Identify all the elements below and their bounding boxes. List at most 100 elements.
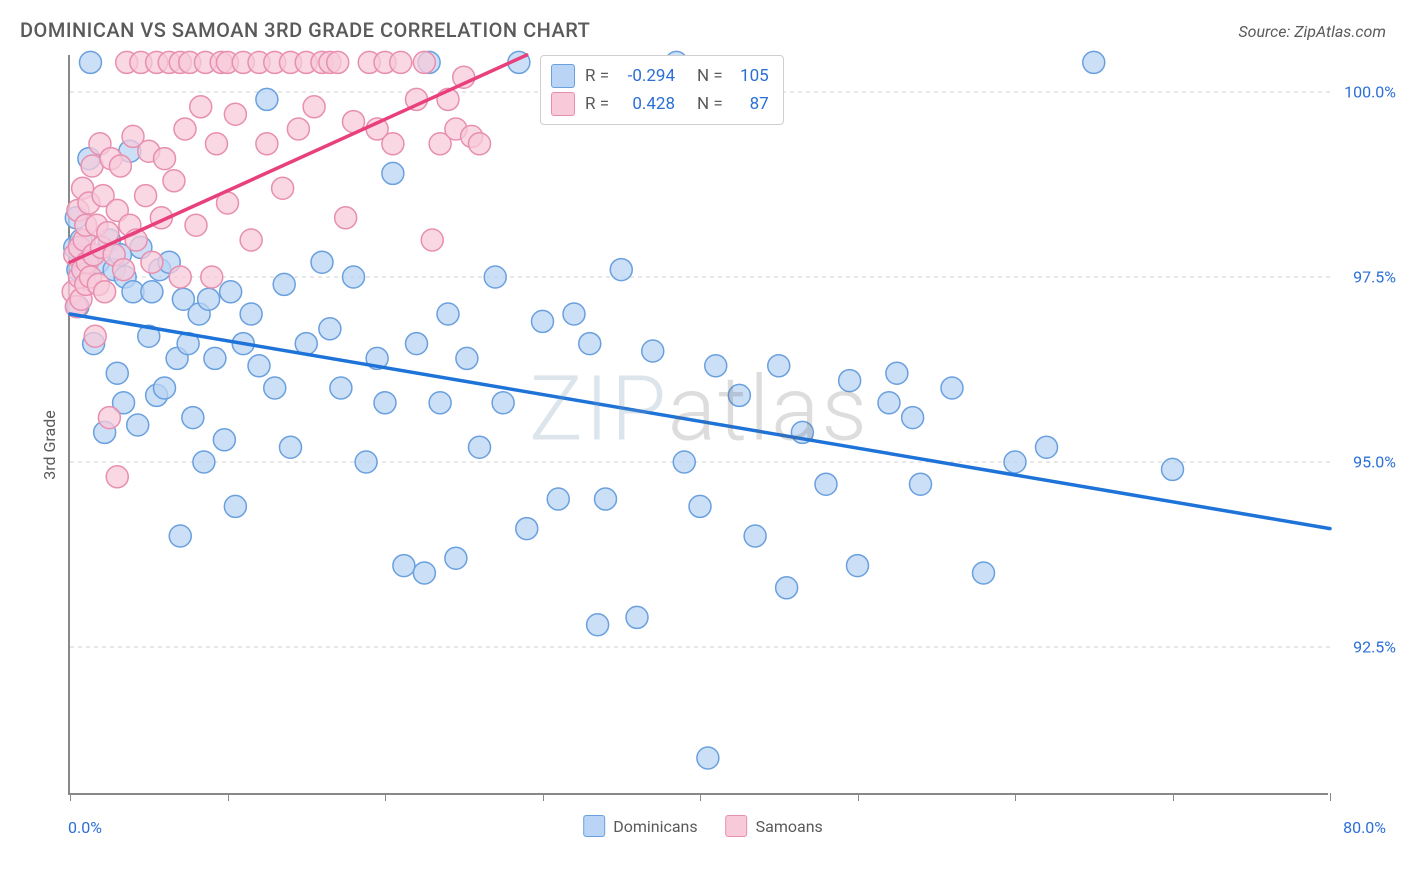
scatter-point-samoans xyxy=(413,51,435,73)
x-tick-mark xyxy=(700,793,701,801)
scatter-point-dominicans xyxy=(280,436,302,458)
scatter-point-samoans xyxy=(185,214,207,236)
scatter-point-dominicans xyxy=(642,340,664,362)
scatter-point-samoans xyxy=(163,170,185,192)
scatter-point-dominicans xyxy=(106,362,128,384)
scatter-point-dominicans xyxy=(264,377,286,399)
scatter-point-samoans xyxy=(141,251,163,273)
y-tick-label: 97.5% xyxy=(1336,268,1396,287)
scatter-point-samoans xyxy=(382,133,404,155)
scatter-point-dominicans xyxy=(744,525,766,547)
stats-n-value: 105 xyxy=(733,66,769,86)
stats-n-value: 87 xyxy=(733,94,769,114)
stats-legend-box: R = -0.294 N = 105 R = 0.428 N = 87 xyxy=(540,55,784,125)
legend-swatch xyxy=(726,815,748,837)
scatter-point-dominicans xyxy=(563,303,585,325)
x-tick-mark xyxy=(1330,793,1331,801)
chart-container: 3rd Grade ZIPatlas R =-0.294N =105R =0.4… xyxy=(20,55,1386,835)
scatter-point-dominicans xyxy=(839,370,861,392)
scatter-point-dominicans xyxy=(532,310,554,332)
scatter-point-dominicans xyxy=(547,488,569,510)
y-tick-label: 100.0% xyxy=(1336,83,1396,102)
scatter-point-samoans xyxy=(106,466,128,488)
scatter-point-dominicans xyxy=(847,555,869,577)
scatter-point-samoans xyxy=(272,177,294,199)
scatter-point-dominicans xyxy=(330,377,352,399)
scatter-point-samoans xyxy=(335,207,357,229)
legend-label: Samoans xyxy=(756,817,823,836)
scatter-point-samoans xyxy=(205,133,227,155)
scatter-point-dominicans xyxy=(492,392,514,414)
stats-row: R = -0.294 N = 105 xyxy=(551,62,769,90)
scatter-point-samoans xyxy=(469,133,491,155)
scatter-point-dominicans xyxy=(319,318,341,340)
scatter-point-dominicans xyxy=(705,355,727,377)
scatter-point-dominicans xyxy=(382,162,404,184)
scatter-point-dominicans xyxy=(248,355,270,377)
scatter-point-dominicans xyxy=(445,547,467,569)
stats-n-label: N = xyxy=(697,66,723,86)
y-tick-label: 95.0% xyxy=(1336,453,1396,472)
scatter-point-dominicans xyxy=(256,88,278,110)
scatter-point-dominicans xyxy=(182,407,204,429)
scatter-point-dominicans xyxy=(311,251,333,273)
stats-r-value: -0.294 xyxy=(619,66,675,86)
scatter-point-dominicans xyxy=(516,518,538,540)
stats-n-label: N = xyxy=(697,94,723,114)
scatter-point-samoans xyxy=(109,155,131,177)
x-tick-mark xyxy=(858,793,859,801)
x-tick-mark xyxy=(385,793,386,801)
x-tick-mark xyxy=(1173,793,1174,801)
scatter-point-samoans xyxy=(390,51,412,73)
chart-source: Source: ZipAtlas.com xyxy=(1238,22,1386,41)
scatter-point-dominicans xyxy=(484,266,506,288)
y-tick-label: 92.5% xyxy=(1336,638,1396,657)
scatter-point-dominicans xyxy=(224,495,246,517)
legend-swatch xyxy=(551,92,575,116)
scatter-point-dominicans xyxy=(437,303,459,325)
scatter-point-dominicans xyxy=(343,266,365,288)
scatter-point-samoans xyxy=(174,118,196,140)
scatter-point-samoans xyxy=(154,148,176,170)
chart-header: DOMINICAN VS SAMOAN 3RD GRADE CORRELATIO… xyxy=(0,0,1406,52)
scatter-point-dominicans xyxy=(610,259,632,281)
x-axis-label-min: 0.0% xyxy=(68,818,102,837)
scatter-point-dominicans xyxy=(595,488,617,510)
stats-r-label: R = xyxy=(585,94,609,114)
bottom-legend: Dominicans Samoans xyxy=(583,815,823,837)
scatter-point-dominicans xyxy=(689,495,711,517)
scatter-point-dominicans xyxy=(79,51,101,73)
scatter-point-dominicans xyxy=(406,333,428,355)
scatter-point-dominicans xyxy=(579,333,601,355)
scatter-point-dominicans xyxy=(198,288,220,310)
scatter-point-samoans xyxy=(113,259,135,281)
scatter-point-dominicans xyxy=(776,577,798,599)
scatter-point-samoans xyxy=(201,266,223,288)
scatter-point-dominicans xyxy=(815,473,837,495)
scatter-point-dominicans xyxy=(413,562,435,584)
legend-label: Dominicans xyxy=(613,817,697,836)
scatter-point-dominicans xyxy=(626,606,648,628)
scatter-point-dominicans xyxy=(429,392,451,414)
legend-item: Dominicans xyxy=(583,815,697,837)
scatter-point-dominicans xyxy=(456,347,478,369)
stats-row: R = 0.428 N = 87 xyxy=(551,90,769,118)
scatter-point-samoans xyxy=(135,185,157,207)
scatter-point-dominicans xyxy=(193,451,215,473)
scatter-point-samoans xyxy=(98,407,120,429)
scatter-point-dominicans xyxy=(1004,451,1026,473)
scatter-point-dominicans xyxy=(204,347,226,369)
scatter-point-samoans xyxy=(190,96,212,118)
stats-r-label: R = xyxy=(585,66,609,86)
scatter-point-samoans xyxy=(327,51,349,73)
x-tick-mark xyxy=(543,793,544,801)
x-axis-label-max: 80.0% xyxy=(1343,818,1386,837)
scatter-point-dominicans xyxy=(374,392,396,414)
x-tick-mark xyxy=(70,793,71,801)
scatter-point-dominicans xyxy=(169,525,191,547)
stats-r-value: 0.428 xyxy=(619,94,675,114)
plot-svg xyxy=(70,55,1328,793)
scatter-point-dominicans xyxy=(886,362,908,384)
scatter-point-dominicans xyxy=(673,451,695,473)
scatter-point-samoans xyxy=(256,133,278,155)
